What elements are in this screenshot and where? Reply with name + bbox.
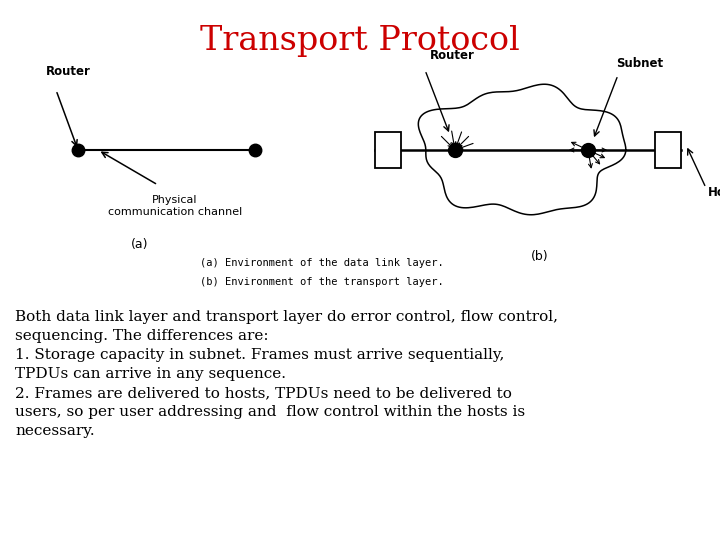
Text: 1. Storage capacity in subnet. Frames must arrive sequentially,: 1. Storage capacity in subnet. Frames mu… (15, 348, 505, 362)
Bar (655, 132, 681, 168)
Text: TPDUs can arrive in any sequence.: TPDUs can arrive in any sequence. (15, 367, 286, 381)
Text: 2. Frames are delivered to hosts, TPDUs need to be delivered to: 2. Frames are delivered to hosts, TPDUs … (15, 386, 512, 400)
Text: necessary.: necessary. (15, 424, 94, 438)
Text: (b): (b) (531, 250, 549, 263)
Text: Host: Host (708, 186, 720, 199)
Text: (a) Environment of the data link layer.: (a) Environment of the data link layer. (200, 258, 444, 268)
Text: (b) Environment of the transport layer.: (b) Environment of the transport layer. (200, 277, 444, 287)
Bar (375, 132, 401, 168)
Text: Physical
communication channel: Physical communication channel (108, 195, 242, 217)
Text: (a): (a) (131, 238, 149, 251)
Text: users, so per user addressing and  flow control within the hosts is: users, so per user addressing and flow c… (15, 405, 525, 419)
Text: sequencing. The differences are:: sequencing. The differences are: (15, 329, 269, 343)
Text: Router: Router (46, 65, 91, 78)
Text: Router: Router (430, 49, 475, 62)
Text: Both data link layer and transport layer do error control, flow control,: Both data link layer and transport layer… (15, 310, 558, 324)
Text: Subnet: Subnet (616, 57, 663, 70)
Text: Transport Protocol: Transport Protocol (200, 25, 520, 57)
